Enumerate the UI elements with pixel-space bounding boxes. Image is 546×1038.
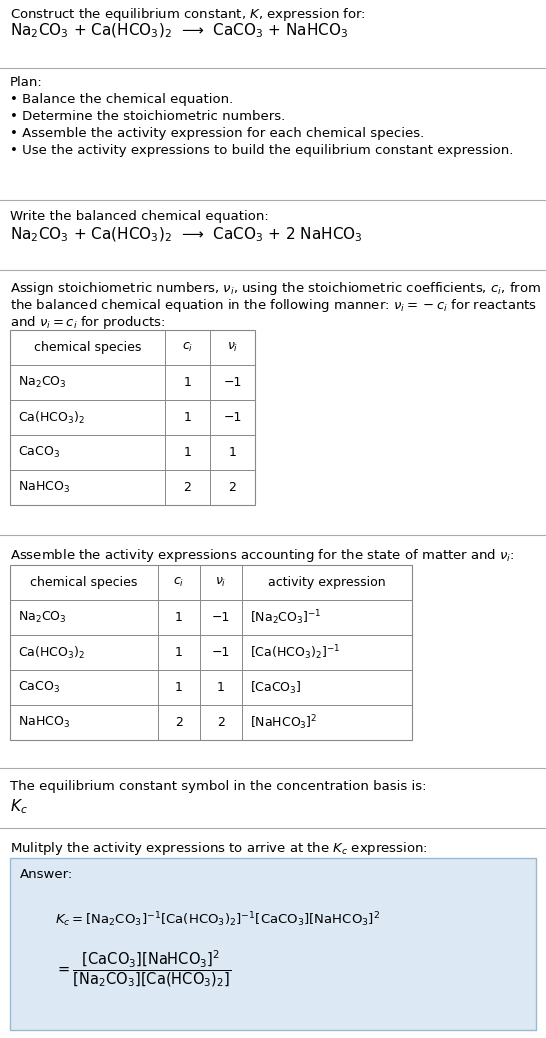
Text: Answer:: Answer: — [20, 868, 73, 881]
Bar — [10, 858, 536, 1030]
Text: Na$_2$CO$_3$: Na$_2$CO$_3$ — [18, 375, 67, 390]
Text: $\nu_i$: $\nu_i$ — [227, 340, 238, 354]
Text: • Use the activity expressions to build the equilibrium constant expression.: • Use the activity expressions to build … — [10, 144, 513, 157]
Text: activity expression: activity expression — [268, 576, 386, 589]
Text: 1: 1 — [175, 681, 183, 694]
Text: $K_c$: $K_c$ — [10, 797, 28, 816]
Text: Construct the equilibrium constant, $K$, expression for:: Construct the equilibrium constant, $K$,… — [10, 6, 366, 23]
Text: Assign stoichiometric numbers, $\nu_i$, using the stoichiometric coefficients, $: Assign stoichiometric numbers, $\nu_i$, … — [10, 280, 541, 297]
Text: 2: 2 — [217, 716, 225, 729]
Text: 1: 1 — [229, 446, 236, 459]
Text: [Ca(HCO$_3$)$_2$]$^{-1}$: [Ca(HCO$_3$)$_2$]$^{-1}$ — [250, 644, 340, 662]
Text: 1: 1 — [175, 646, 183, 659]
Text: 1: 1 — [183, 411, 192, 424]
Bar — [10, 330, 255, 506]
Text: NaHCO$_3$: NaHCO$_3$ — [18, 715, 70, 730]
Text: CaCO$_3$: CaCO$_3$ — [18, 445, 60, 460]
Text: 1: 1 — [217, 681, 225, 694]
Text: 2: 2 — [183, 481, 192, 494]
Text: [NaHCO$_3$]$^2$: [NaHCO$_3$]$^2$ — [250, 713, 318, 732]
Text: Ca(HCO$_3$)$_2$: Ca(HCO$_3$)$_2$ — [18, 645, 85, 660]
Text: −1: −1 — [223, 411, 242, 424]
Text: The equilibrium constant symbol in the concentration basis is:: The equilibrium constant symbol in the c… — [10, 780, 426, 793]
Text: 2: 2 — [229, 481, 236, 494]
Text: 2: 2 — [175, 716, 183, 729]
Text: [Na$_2$CO$_3$]$^{-1}$: [Na$_2$CO$_3$]$^{-1}$ — [250, 608, 322, 627]
Text: Na$_2$CO$_3$: Na$_2$CO$_3$ — [18, 610, 67, 625]
Text: chemical species: chemical species — [34, 342, 141, 354]
Text: $c_i$: $c_i$ — [182, 340, 193, 354]
Bar — [10, 565, 412, 740]
Text: 1: 1 — [183, 446, 192, 459]
Text: −1: −1 — [212, 611, 230, 624]
Text: Mulitply the activity expressions to arrive at the $K_c$ expression:: Mulitply the activity expressions to arr… — [10, 840, 428, 857]
Text: • Assemble the activity expression for each chemical species.: • Assemble the activity expression for e… — [10, 127, 424, 140]
Text: −1: −1 — [223, 376, 242, 389]
Text: $c_i$: $c_i$ — [174, 576, 185, 589]
Text: Na$_2$CO$_3$ + Ca(HCO$_3$)$_2$  ⟶  CaCO$_3$ + 2 NaHCO$_3$: Na$_2$CO$_3$ + Ca(HCO$_3$)$_2$ ⟶ CaCO$_3… — [10, 226, 363, 244]
Text: chemical species: chemical species — [31, 576, 138, 589]
Text: and $\nu_i = c_i$ for products:: and $\nu_i = c_i$ for products: — [10, 315, 165, 331]
Text: 1: 1 — [183, 376, 192, 389]
Text: $\nu_i$: $\nu_i$ — [215, 576, 227, 589]
Text: Na$_2$CO$_3$ + Ca(HCO$_3$)$_2$  ⟶  CaCO$_3$ + NaHCO$_3$: Na$_2$CO$_3$ + Ca(HCO$_3$)$_2$ ⟶ CaCO$_3… — [10, 22, 348, 40]
Text: NaHCO$_3$: NaHCO$_3$ — [18, 480, 70, 495]
Text: $= \dfrac{[\mathrm{CaCO_3}][\mathrm{NaHCO_3}]^2}{[\mathrm{Na_2CO_3}][\mathrm{Ca(: $= \dfrac{[\mathrm{CaCO_3}][\mathrm{NaHC… — [55, 948, 231, 988]
Text: Ca(HCO$_3$)$_2$: Ca(HCO$_3$)$_2$ — [18, 409, 85, 426]
Text: CaCO$_3$: CaCO$_3$ — [18, 680, 60, 695]
Text: Assemble the activity expressions accounting for the state of matter and $\nu_i$: Assemble the activity expressions accoun… — [10, 547, 515, 564]
Text: the balanced chemical equation in the following manner: $\nu_i = -c_i$ for react: the balanced chemical equation in the fo… — [10, 297, 537, 315]
Text: Write the balanced chemical equation:: Write the balanced chemical equation: — [10, 210, 269, 223]
Text: • Determine the stoichiometric numbers.: • Determine the stoichiometric numbers. — [10, 110, 285, 122]
Text: 1: 1 — [175, 611, 183, 624]
Text: Plan:: Plan: — [10, 76, 43, 89]
Text: −1: −1 — [212, 646, 230, 659]
Text: [CaCO$_3$]: [CaCO$_3$] — [250, 680, 302, 695]
Text: • Balance the chemical equation.: • Balance the chemical equation. — [10, 93, 233, 106]
Text: $K_c = [\mathrm{Na_2CO_3}]^{-1}[\mathrm{Ca(HCO_3)_2}]^{-1}[\mathrm{CaCO_3}][\mat: $K_c = [\mathrm{Na_2CO_3}]^{-1}[\mathrm{… — [55, 910, 380, 929]
